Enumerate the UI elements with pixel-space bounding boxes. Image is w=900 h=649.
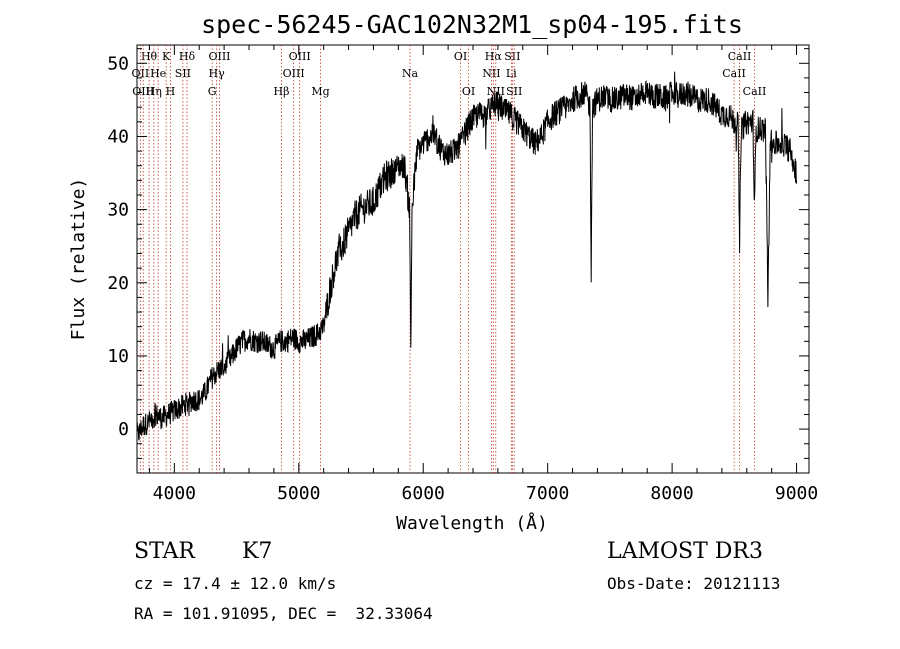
line-label-21: NII bbox=[487, 85, 505, 98]
spectrum-line bbox=[136, 71, 798, 441]
chart-title: spec-56245-GAC102N32M1_sp04-195.fits bbox=[201, 10, 743, 39]
line-label-2: OIII bbox=[132, 85, 154, 98]
line-label-8: Hδ bbox=[179, 50, 196, 63]
line-label-16: Na bbox=[402, 67, 419, 80]
line-label-19: NII bbox=[482, 67, 500, 80]
line-label-11: OIII bbox=[208, 50, 230, 63]
survey-name: LAMOST DR3 bbox=[607, 539, 763, 564]
x-tick-label-5: 9000 bbox=[775, 483, 818, 504]
line-label-18: OI bbox=[462, 85, 475, 98]
y-tick-label-3: 30 bbox=[107, 200, 129, 221]
line-label-3: Hη bbox=[146, 85, 162, 98]
y-tick-label-2: 20 bbox=[107, 273, 129, 294]
y-tick-label-5: 50 bbox=[107, 53, 129, 74]
line-label-27: CaII bbox=[743, 85, 767, 98]
axes-layer: 4000 5000 6000 7000 8000 9000 0 10 20 30 40 50 bbox=[107, 45, 818, 504]
x-tick-label-0: 4000 bbox=[153, 483, 196, 504]
x-tick-label-4: 8000 bbox=[650, 483, 693, 504]
line-label-6: H bbox=[166, 85, 176, 98]
spectral-line-markers: HθOIIOIIIHηHeKHSIIHδGHγOIIIHβOIIIOIIIMgN… bbox=[132, 45, 767, 473]
line-label-5: K bbox=[162, 50, 171, 63]
line-label-12: Hβ bbox=[274, 85, 290, 98]
line-label-10: Hγ bbox=[209, 67, 226, 80]
x-axis-title: Wavelength (Å) bbox=[396, 512, 548, 534]
line-label-15: Mg bbox=[311, 85, 329, 98]
x-tick-label-1: 5000 bbox=[277, 483, 320, 504]
line-label-25: CaII bbox=[722, 67, 746, 80]
x-tick-label-2: 6000 bbox=[402, 483, 445, 504]
y-tick-label-0: 0 bbox=[118, 419, 129, 440]
object-class: STAR bbox=[134, 539, 195, 564]
line-label-4: He bbox=[150, 67, 166, 80]
coordinates: RA = 101.91095, DEC = 32.33064 bbox=[134, 604, 433, 623]
line-label-1: OII bbox=[132, 67, 150, 80]
line-label-24: SII bbox=[506, 85, 522, 98]
y-axis-title: Flux (relative) bbox=[68, 178, 89, 341]
line-label-26: CaII bbox=[728, 50, 752, 63]
object-subclass: K7 bbox=[242, 539, 273, 564]
observation-date: Obs-Date: 20121113 bbox=[607, 574, 781, 593]
line-label-7: SII bbox=[175, 67, 191, 80]
line-label-20: Hα bbox=[485, 50, 503, 63]
line-label-14: OIII bbox=[289, 50, 311, 63]
line-label-13: OIII bbox=[283, 67, 305, 80]
line-label-9: G bbox=[208, 85, 217, 98]
series-layer bbox=[136, 71, 798, 441]
line-label-23: SII bbox=[504, 50, 520, 63]
redshift-velocity: cz = 17.4 ± 12.0 km/s bbox=[134, 574, 337, 593]
y-tick-label-1: 10 bbox=[107, 346, 129, 367]
line-label-17: OI bbox=[454, 50, 467, 63]
line-label-22: Li bbox=[506, 67, 517, 80]
x-tick-label-3: 7000 bbox=[526, 483, 569, 504]
y-tick-label-4: 40 bbox=[107, 126, 129, 147]
